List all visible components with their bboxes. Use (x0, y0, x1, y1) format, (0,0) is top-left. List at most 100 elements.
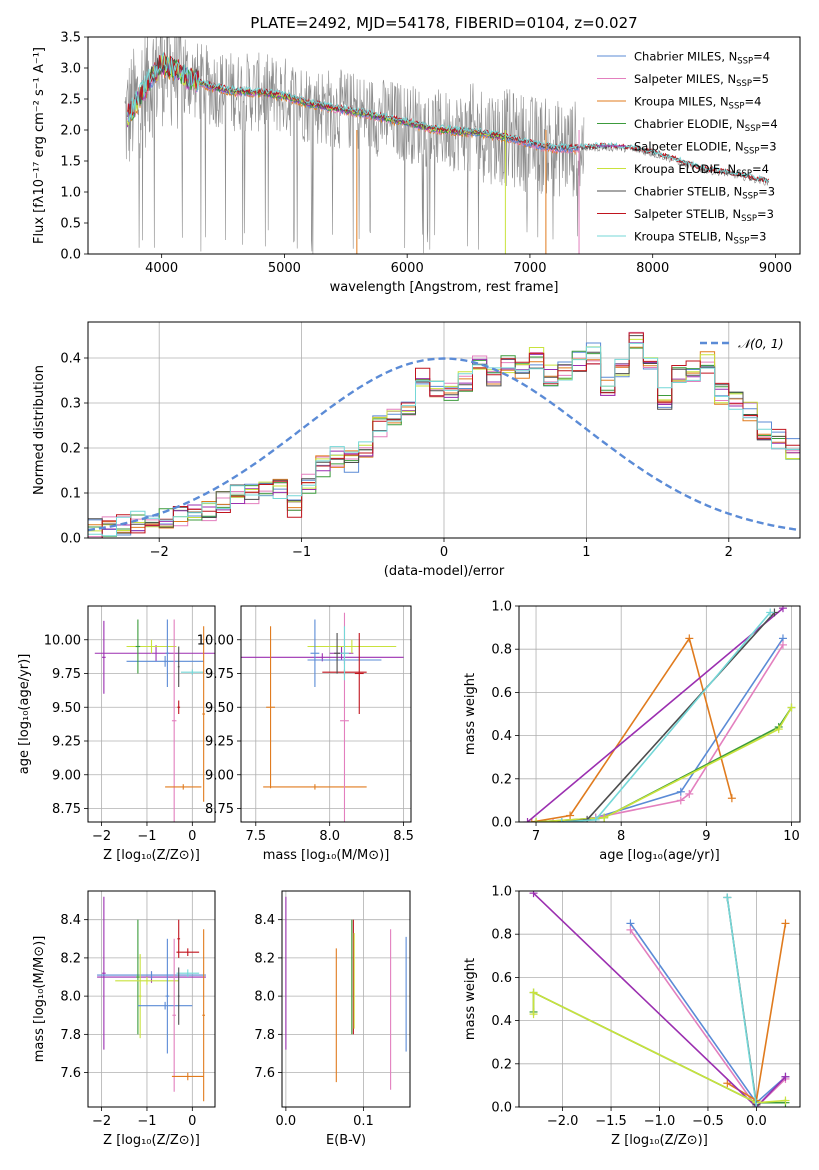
legend-label-sub: SSP (736, 169, 752, 179)
plot-area (97, 896, 206, 1102)
model-spectrum-salpeter-stelib (126, 51, 770, 183)
x-tick-label: 7 (532, 829, 540, 844)
x-tick-label: 4000 (145, 261, 178, 276)
x-tick-label: 8000 (636, 261, 669, 276)
y-tick-label: 0.8 (491, 928, 512, 943)
y-axis-label: Normed distribution (32, 365, 47, 495)
y-tick-label: 3.5 (60, 31, 81, 46)
x-axis-label: age [log₁₀(age/yr)] (599, 848, 720, 863)
plot-area (124, 37, 770, 254)
y-tick-label: 0.6 (491, 686, 512, 701)
plus-marker (532, 818, 541, 822)
x-tick-label: 10 (783, 829, 800, 844)
plus-marker (787, 703, 796, 712)
y-tick-label: 0.0 (60, 248, 81, 263)
errorbar-point (177, 646, 180, 687)
mass-weight-line (532, 991, 786, 1104)
errorbar-point (176, 969, 200, 978)
x-tick-label: 2 (725, 545, 733, 560)
x-tick-label: 7000 (513, 261, 546, 276)
plus-marker (676, 787, 685, 796)
observed-spectrum-line (124, 37, 585, 254)
errorbar-point (334, 633, 341, 674)
y-tick-label: 0.0 (491, 816, 512, 831)
x-tick-label: 9 (702, 829, 710, 844)
histogram-step-kroupa-stelib (88, 342, 800, 537)
x-tick-label: −1 (137, 829, 156, 844)
errorbar-point (97, 971, 206, 979)
errorbar-point (137, 1001, 193, 1010)
axes-box (281, 890, 411, 1108)
plus-marker (600, 813, 609, 822)
y-tick-label: 1.0 (491, 600, 512, 615)
errorbar-point (266, 626, 275, 789)
y-tick-label: 0.2 (491, 772, 512, 787)
x-tick-label: 6000 (391, 261, 424, 276)
plus-marker (781, 1072, 790, 1081)
legend-label-text: Kroupa MILES, N (634, 95, 729, 109)
plot-area (529, 891, 790, 1107)
y-tick-label: 9.25 (52, 735, 81, 750)
y-tick-label: 0.4 (60, 352, 81, 367)
y-tick-label: 9.75 (205, 667, 234, 682)
legend-label-suffix: =3 (749, 230, 766, 244)
y-tick-label: 8.4 (60, 913, 81, 928)
plus-marker (778, 606, 787, 613)
plus-marker (523, 818, 532, 822)
x-axis-label: Z [log₁₀(Z/Z⊙)] (103, 1133, 200, 1148)
axes-box (518, 605, 801, 823)
legend-label: Kroupa ELODIE, NSSP=4 (634, 162, 769, 179)
plus-marker (685, 634, 694, 643)
y-tick-label: 7.8 (60, 1028, 81, 1043)
plus-marker (566, 811, 575, 820)
plus-marker (685, 789, 694, 798)
errorbar-point (180, 669, 204, 675)
legend-label-text: Salpeter ELODIE, N (634, 140, 744, 154)
x-tick-label: 8 (617, 829, 625, 844)
y-tick-label: 1.0 (60, 186, 81, 201)
y-tick-label: 0.0 (491, 1101, 512, 1116)
x-tick-label: −1.0 (644, 1114, 676, 1129)
residual-histogram-panel: −2 −1 0 1 2 0.0 0.1 0.2 0.3 0.4 (data-model)/error… (32, 321, 801, 579)
plus-marker (766, 608, 775, 617)
legend-label-text: Salpeter MILES, N (634, 72, 736, 86)
x-tick-label: 0.0 (276, 1114, 297, 1129)
plus-marker (529, 988, 538, 997)
legend-label-sub: SSP (745, 124, 761, 134)
model-spectrum-kroupa-stelib (126, 51, 769, 183)
plus-marker (752, 1103, 761, 1107)
errorbar-point (165, 784, 202, 790)
y-tick-label: 7.6 (60, 1066, 81, 1081)
mass-weight-line (726, 897, 758, 1107)
mass-weight-line (561, 611, 776, 822)
plus-marker (727, 794, 736, 803)
x-tick-label: 0.1 (353, 1114, 374, 1129)
legend-label-suffix: =3 (757, 207, 774, 221)
errorbar-point (202, 626, 206, 802)
y-tick-label: 10.00 (44, 633, 81, 648)
mass-weight-vs-age-panel: 7 8 9 10 0.0 0.2 0.4 0.6 0.8 1.0 age [log₁₀(age/yr… (463, 600, 801, 863)
x-tick-label: −0.5 (692, 1114, 724, 1129)
legend-label: Salpeter MILES, NSSP=5 (634, 72, 769, 89)
mass-weight-line (535, 707, 793, 822)
plus-marker (591, 815, 600, 822)
normal-distribution-curve (88, 357, 800, 532)
errorbar-point (176, 948, 200, 956)
x-axis-label: Z [log₁₀(Z/Z⊙)] (103, 848, 200, 863)
errorbar-point (171, 1072, 204, 1081)
x-tick-label: 0 (188, 1114, 196, 1129)
x-axis-label: mass [log₁₀(M/M⊙)] (263, 848, 390, 863)
y-tick-label: 0.8 (491, 643, 512, 658)
legend-label-sub: SSP (736, 79, 752, 89)
plus-marker (626, 925, 635, 934)
y-tick-label: 0.1 (60, 487, 81, 502)
y-tick-label: 9.50 (205, 701, 234, 716)
y-tick-label: 2.5 (60, 93, 81, 108)
y-tick-label: 2.0 (60, 124, 81, 139)
errorbar-point (177, 919, 181, 958)
legend-label-text: Chabrier ELODIE, N (634, 117, 745, 131)
y-tick-label: 8.4 (254, 913, 275, 928)
legend-label: Salpeter ELODIE, NSSP=3 (634, 140, 777, 157)
x-tick-label: −1 (292, 545, 311, 560)
